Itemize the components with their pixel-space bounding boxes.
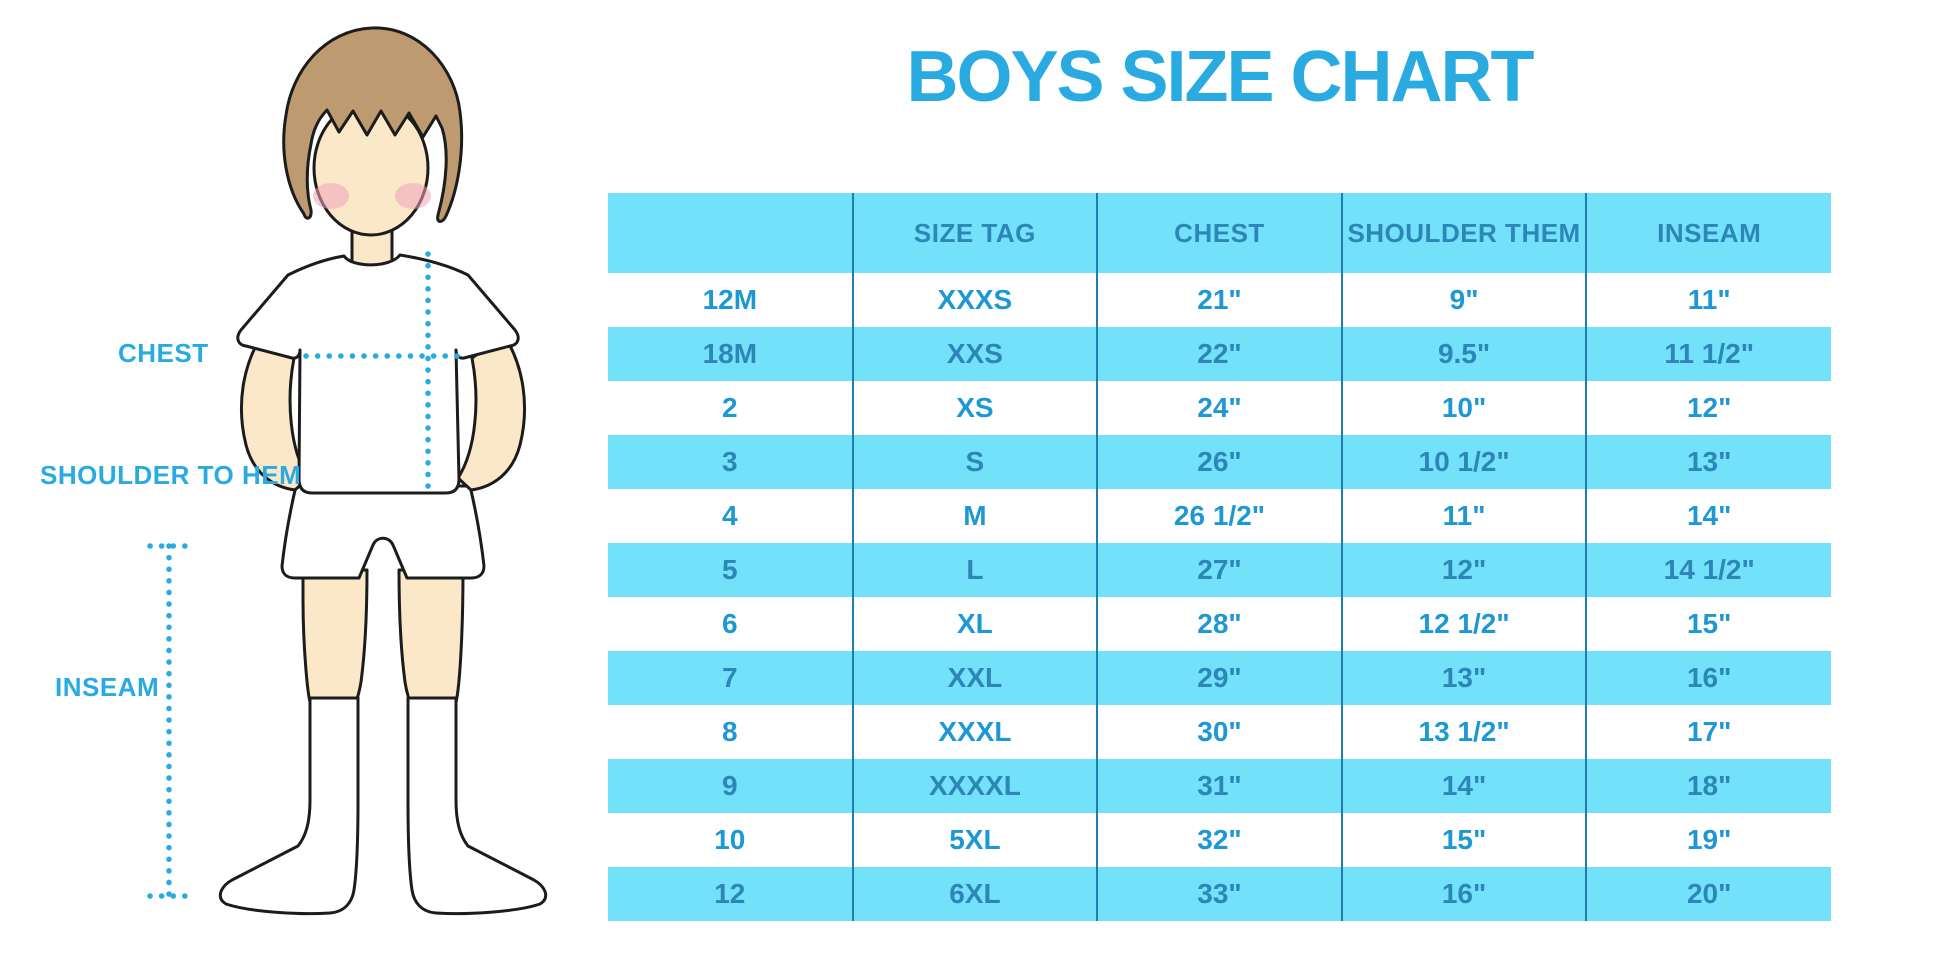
size-table-body: 12M XXXS 21" 9" 11" 18M XXS 22" 9.5" 11 1/2" 2 XS 24… (608, 273, 1831, 921)
column-header: CHEST (1097, 193, 1343, 273)
table-cell: S (852, 435, 1099, 489)
table-cell: 31" (1097, 759, 1343, 813)
table-cell: 5XL (852, 813, 1099, 867)
column-header: INSEAM (1586, 193, 1831, 273)
shoulder-to-hem-label: SHOULDER TO HEM (40, 460, 302, 490)
table-cell: 15" (1341, 813, 1588, 867)
table-cell: 15" (1586, 597, 1831, 651)
table-row: 9 XXXXL 31" 14" 18" (608, 759, 1831, 813)
table-cell: 10" (1341, 381, 1588, 435)
column-header: SIZE TAG (852, 193, 1099, 273)
size-table-head: SIZE TAG CHEST SHOULDER THEM INSEAM (608, 193, 1831, 273)
chest-label: CHEST (118, 338, 209, 368)
table-row: 7 XXL 29" 13" 16" (608, 651, 1831, 705)
table-cell: 14" (1586, 489, 1831, 543)
table-cell: 20" (1586, 867, 1831, 921)
table-row: 10 5XL 32" 15" 19" (608, 813, 1831, 867)
table-cell: 18M (608, 327, 854, 381)
table-cell: XS (852, 381, 1099, 435)
table-cell: 3 (608, 435, 854, 489)
table-cell: 26 1/2" (1097, 489, 1343, 543)
table-cell: 13" (1341, 651, 1588, 705)
column-header (608, 193, 854, 273)
boy-hair (282, 26, 464, 223)
table-row: 2 XS 24" 10" 12" (608, 381, 1831, 435)
boy-left-cheek-blush (313, 183, 349, 209)
table-cell: XXXL (852, 705, 1099, 759)
table-cell: 11" (1586, 273, 1831, 327)
column-header: SHOULDER THEM (1341, 193, 1588, 273)
table-cell: 12" (1586, 381, 1831, 435)
table-row: 18M XXS 22" 9.5" 11 1/2" (608, 327, 1831, 381)
boy-tshirt (236, 253, 520, 495)
size-table: SIZE TAG CHEST SHOULDER THEM INSEAM 12M XXXS… (608, 193, 1831, 921)
table-cell: 13" (1586, 435, 1831, 489)
table-cell: 9" (1341, 273, 1588, 327)
boy-face (312, 99, 430, 237)
table-cell: 12 (608, 867, 854, 921)
table-cell: L (852, 543, 1099, 597)
table-cell: 4 (608, 489, 854, 543)
table-cell: 18" (1586, 759, 1831, 813)
table-cell: 16" (1341, 867, 1588, 921)
table-cell: 8 (608, 705, 854, 759)
table-cell: 11" (1341, 489, 1588, 543)
table-cell: 10 (608, 813, 854, 867)
table-cell: 30" (1097, 705, 1343, 759)
table-cell: 14 1/2" (1586, 543, 1831, 597)
table-row: 12M XXXS 21" 9" 11" (608, 273, 1831, 327)
boy-left-leg (301, 568, 369, 704)
boy-neck (350, 218, 394, 268)
table-cell: 13 1/2" (1341, 705, 1588, 759)
boy-right-cheek-blush (395, 183, 431, 209)
table-cell: 12" (1341, 543, 1588, 597)
page-title: BOYS SIZE CHART (906, 37, 1534, 117)
table-cell: XXS (852, 327, 1099, 381)
boy-right-arm (456, 333, 526, 492)
boy-shorts (280, 484, 486, 580)
table-cell: M (852, 489, 1099, 543)
table-cell: 29" (1097, 651, 1343, 705)
inseam-label: INSEAM (55, 672, 160, 702)
table-cell: 32" (1097, 813, 1343, 867)
table-row: 5 L 27" 12" 14 1/2" (608, 543, 1831, 597)
table-cell: XXXXL (852, 759, 1099, 813)
table-cell: 33" (1097, 867, 1343, 921)
table-cell: 17" (1586, 705, 1831, 759)
boy-left-sock (218, 696, 360, 916)
table-row: 4 M 26 1/2" 11" 14" (608, 489, 1831, 543)
table-cell: 6 (608, 597, 854, 651)
table-cell: 10 1/2" (1341, 435, 1588, 489)
table-cell: 14" (1341, 759, 1588, 813)
table-cell: 16" (1586, 651, 1831, 705)
table-cell: 19" (1586, 813, 1831, 867)
table-row: 8 XXXL 30" 13 1/2" 17" (608, 705, 1831, 759)
table-cell: 22" (1097, 327, 1343, 381)
table-cell: 9 (608, 759, 854, 813)
boy-right-sock (406, 696, 548, 916)
table-cell: 12M (608, 273, 854, 327)
table-cell: 5 (608, 543, 854, 597)
table-row: 12 6XL 33" 16" 20" (608, 867, 1831, 921)
table-cell: XXXS (852, 273, 1099, 327)
table-cell: 26" (1097, 435, 1343, 489)
table-cell: XXL (852, 651, 1099, 705)
table-row: 6 XL 28" 12 1/2" 15" (608, 597, 1831, 651)
table-cell: 2 (608, 381, 854, 435)
table-cell: 28" (1097, 597, 1343, 651)
boy-right-leg (397, 568, 465, 704)
table-cell: 9.5" (1341, 327, 1588, 381)
table-cell: 24" (1097, 381, 1343, 435)
table-row: 3 S 26" 10 1/2" 13" (608, 435, 1831, 489)
table-cell: 21" (1097, 273, 1343, 327)
table-cell: 12 1/2" (1341, 597, 1588, 651)
size-table-header-row: SIZE TAG CHEST SHOULDER THEM INSEAM (608, 193, 1831, 273)
table-cell: 6XL (852, 867, 1099, 921)
table-cell: 11 1/2" (1586, 327, 1831, 381)
table-cell: XL (852, 597, 1099, 651)
table-cell: 7 (608, 651, 854, 705)
table-cell: 27" (1097, 543, 1343, 597)
